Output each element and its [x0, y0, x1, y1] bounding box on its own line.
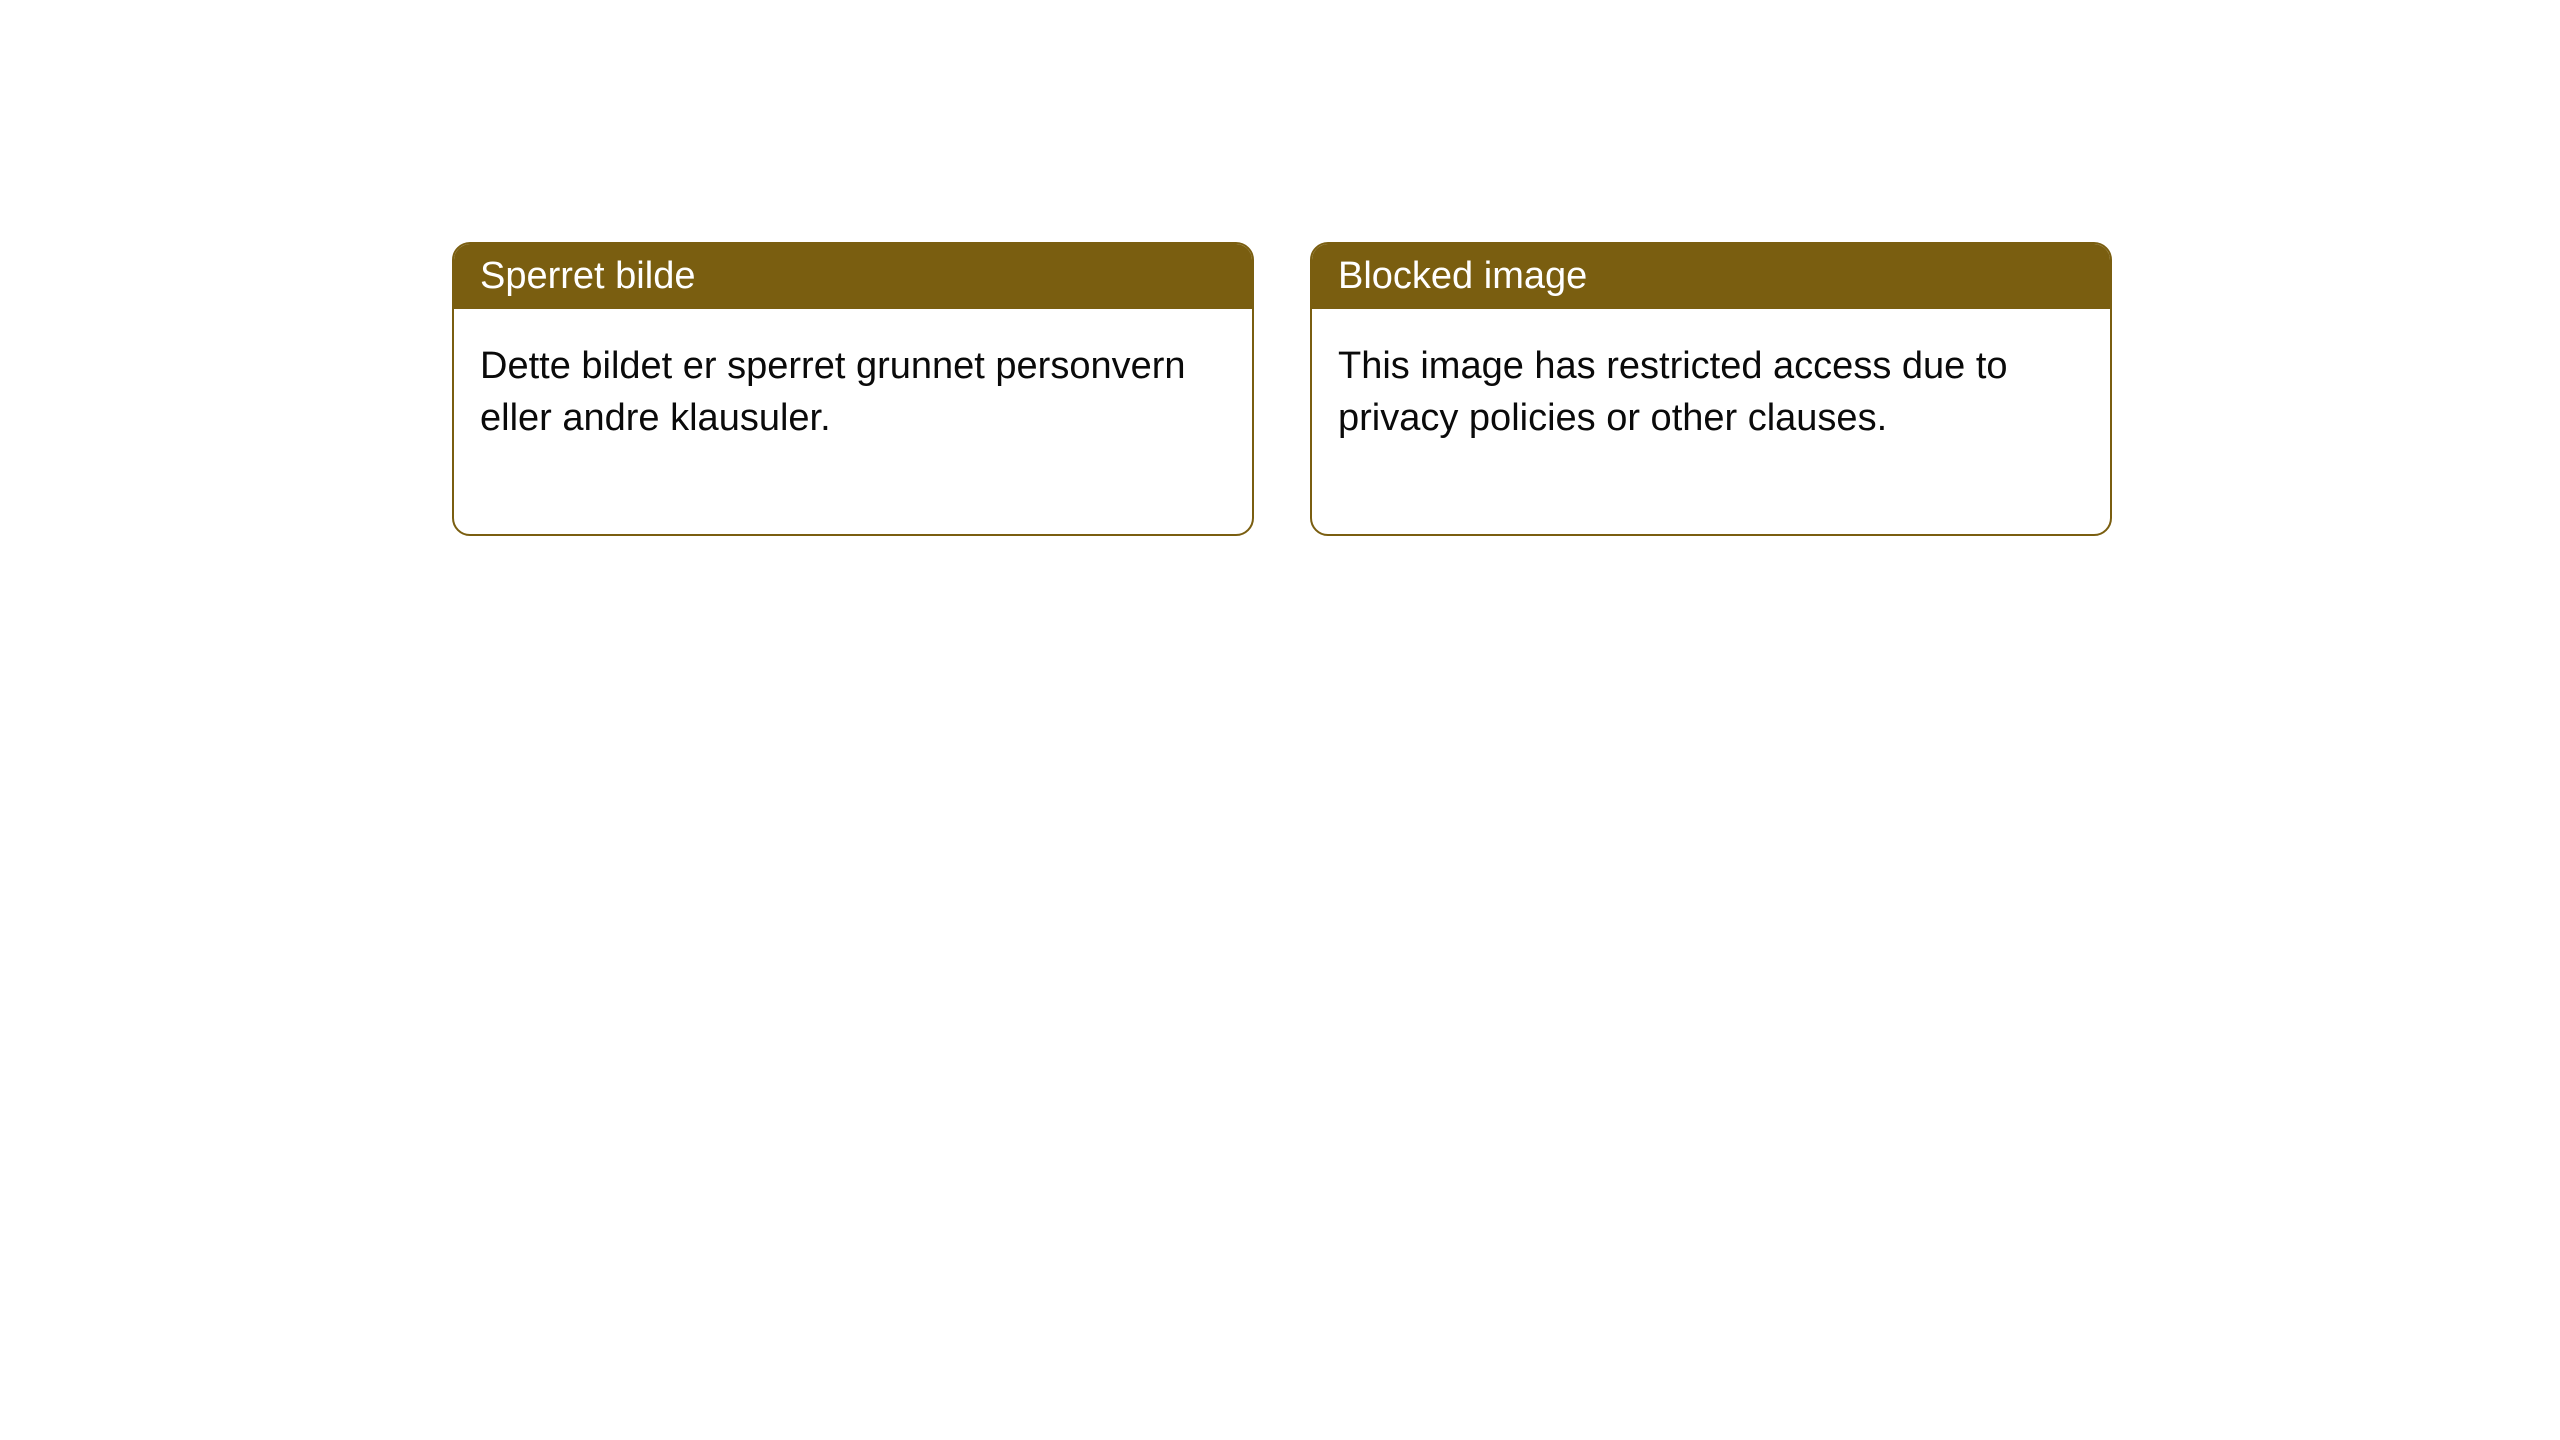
blocked-image-box-en: Blocked image This image has restricted … — [1310, 242, 2112, 536]
box-header-en: Blocked image — [1312, 244, 2110, 309]
message-container: Sperret bilde Dette bildet er sperret gr… — [0, 0, 2560, 536]
box-body-no: Dette bildet er sperret grunnet personve… — [454, 309, 1252, 534]
blocked-image-box-no: Sperret bilde Dette bildet er sperret gr… — [452, 242, 1254, 536]
box-body-en: This image has restricted access due to … — [1312, 309, 2110, 534]
box-header-no: Sperret bilde — [454, 244, 1252, 309]
